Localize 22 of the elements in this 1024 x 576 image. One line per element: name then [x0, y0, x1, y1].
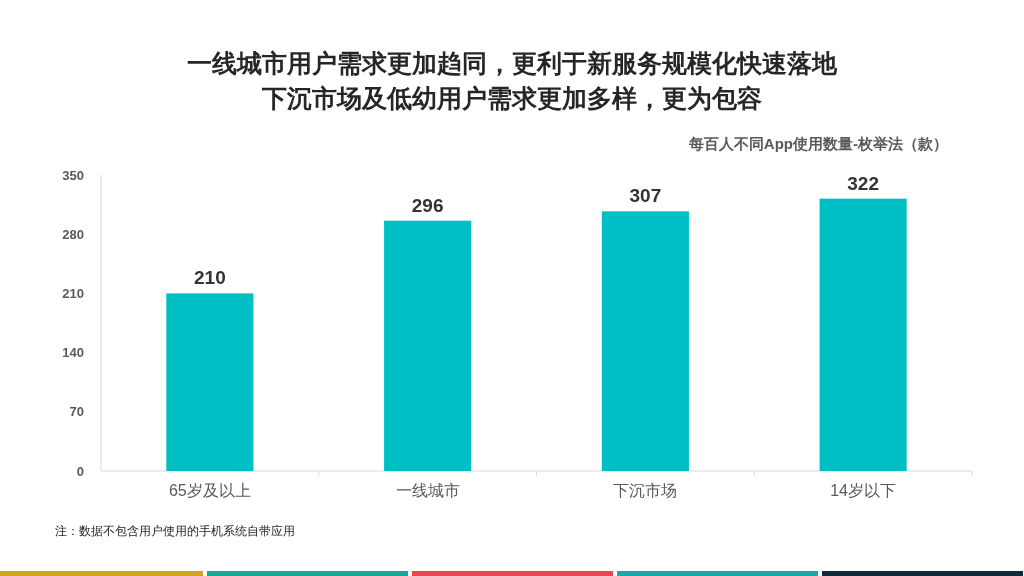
y-tick-label: 210	[62, 285, 84, 301]
bar	[166, 293, 254, 471]
x-tick-label: 14岁以下	[830, 482, 897, 499]
data-label: 322	[847, 172, 879, 194]
y-tick-label: 280	[62, 226, 84, 242]
y-tick-label: 140	[62, 345, 84, 361]
y-tick-label: 70	[69, 404, 84, 420]
bar	[601, 211, 689, 471]
x-tick-label: 65岁及以上	[168, 482, 251, 499]
data-label: 296	[411, 194, 444, 216]
y-tick-label: 0	[76, 463, 84, 479]
chart-title: 一线城市用户需求更加趋同，更利于新服务规模化快速落地	[187, 49, 838, 77]
bar	[819, 198, 907, 471]
data-label: 210	[194, 267, 226, 289]
y-tick-label: 350	[62, 167, 84, 183]
chart-subtitle: 下沉市场及低幼用户需求更加多样，更为包容	[261, 84, 762, 112]
text: 注：数据不包含用户使用的手机系统自带应用	[55, 524, 295, 538]
bar	[384, 220, 472, 471]
y-axis-title: 每百人不同App使用数量-枚举法（款）	[687, 135, 948, 152]
x-tick-label: 下沉市场	[613, 482, 678, 499]
x-tick-label: 一线城市	[395, 482, 460, 499]
data-label: 307	[629, 185, 662, 207]
